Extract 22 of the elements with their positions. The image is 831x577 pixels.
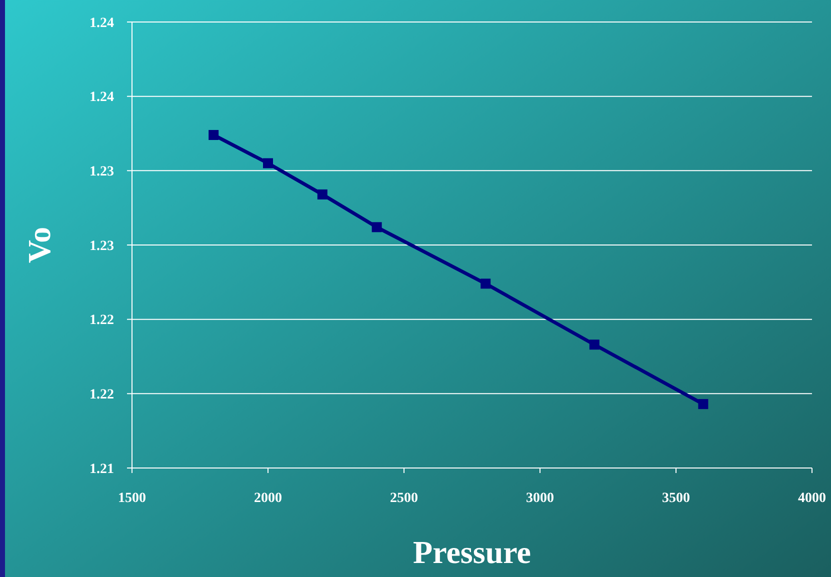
y-tick-label: 1.22 [90,313,114,328]
x-tick-label: 3500 [662,491,690,506]
y-axis-title: Vo [21,226,57,264]
y-tick-label: 1.24 [90,16,114,31]
point [480,278,491,289]
x-tick-label: 4000 [798,491,826,506]
point [589,340,600,350]
point [698,399,708,410]
point [208,130,219,140]
y-tick-label: 1.24 [90,90,114,106]
x-tick-label: 3000 [526,491,554,506]
x-tick-label: 2500 [390,491,418,506]
y-tick-label: 1.23 [90,238,114,254]
point [317,189,328,200]
x-tick-label: 1500 [118,491,146,506]
x-tick-label: 2000 [254,491,282,506]
y-tick-label: 1.21 [90,462,114,477]
x-axis-title: Pressure [413,534,531,570]
point [263,158,273,168]
y-tick-label: 1.22 [90,388,114,403]
point [372,222,382,232]
y-tick-label: 1.23 [90,164,114,180]
